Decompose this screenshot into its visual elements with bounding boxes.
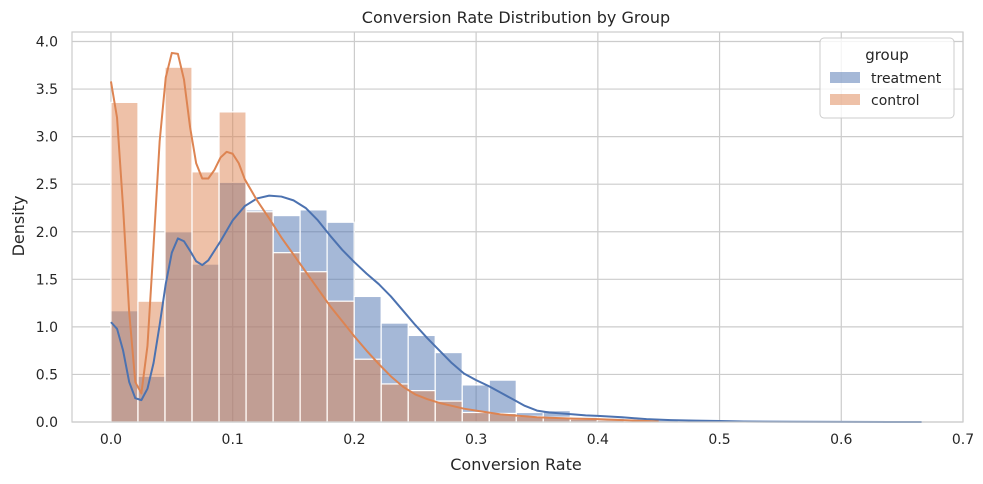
control-bar	[407, 390, 436, 423]
x-tick-label: 0.5	[708, 432, 730, 448]
y-tick-label: 3.5	[36, 82, 58, 98]
legend-swatch-control	[830, 94, 860, 105]
control-bar	[245, 211, 274, 423]
legend-title: group	[865, 46, 909, 64]
control-bar	[353, 358, 382, 423]
y-tick-label: 0.0	[36, 415, 58, 431]
legend-swatch-treatment	[830, 72, 860, 83]
control-bar	[461, 411, 490, 423]
x-tick-label: 0.1	[222, 432, 244, 448]
kde-lines	[109, 51, 922, 423]
y-axis-ticks: 0.0 0.5 1.0 1.5 2.0 2.5 3.0 3.5 4.0	[36, 35, 58, 431]
y-tick-label: 3.0	[36, 130, 58, 146]
y-tick-label: 2.5	[36, 177, 58, 193]
x-tick-label: 0.6	[830, 432, 852, 448]
control-bars	[110, 66, 652, 423]
x-tick-label: 0.2	[343, 432, 365, 448]
x-tick-label: 0.3	[465, 432, 487, 448]
control-bar	[380, 383, 409, 423]
legend-label-treatment: treatment	[871, 71, 942, 87]
control-bar	[218, 111, 247, 423]
legend-label-control: control	[871, 93, 920, 109]
x-tick-label: 0.0	[100, 432, 122, 448]
x-axis-ticks: 0.0 0.1 0.2 0.3 0.4 0.5 0.6 0.7	[100, 432, 974, 448]
x-tick-label: 0.4	[587, 432, 609, 448]
y-tick-label: 1.5	[36, 272, 58, 288]
control-bar	[272, 252, 301, 423]
chart-title: Conversion Rate Distribution by Group	[362, 8, 670, 27]
y-axis-label: Density	[9, 196, 28, 257]
control-bar	[191, 171, 220, 423]
legend: group treatment control	[819, 37, 955, 119]
control-kde-line	[109, 51, 659, 423]
control-bar	[299, 271, 328, 423]
x-axis-label: Conversion Rate	[450, 455, 581, 474]
plot-frame	[71, 31, 964, 423]
y-tick-label: 4.0	[36, 35, 58, 51]
y-tick-label: 2.0	[36, 225, 58, 241]
y-tick-label: 0.5	[36, 367, 58, 383]
control-bar	[164, 66, 193, 423]
x-tick-label: 0.7	[952, 432, 974, 448]
treatment-kde-line	[110, 194, 922, 423]
y-tick-label: 1.0	[36, 320, 58, 336]
